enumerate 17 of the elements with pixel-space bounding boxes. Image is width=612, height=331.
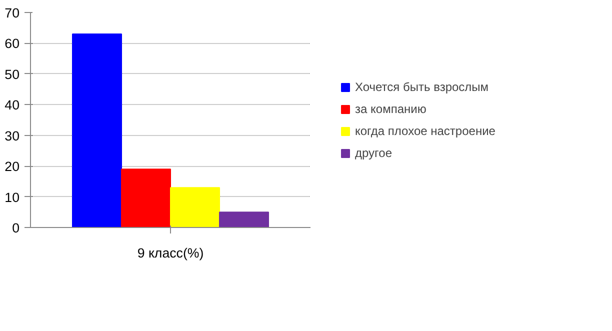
y-tick-label: 20 [4,159,20,174]
legend-label: когда плохое настроение [355,124,496,138]
bar [219,212,269,228]
legend-label: за компанию [355,102,426,116]
bar [170,187,220,228]
y-tick-label: 30 [4,128,20,144]
x-tick-label: 9 класс(%) [137,246,204,260]
legend-label: другое [355,146,392,160]
y-tick-label: 0 [12,220,20,236]
legend-label: Хочется быть взрослым [355,80,489,94]
y-tick-label: 50 [4,66,20,82]
bar [72,34,122,228]
y-tick-label: 40 [4,98,20,113]
y-tick-label: 10 [4,190,20,205]
y-tick-label: 60 [4,36,20,52]
y-tick-label: 70 [4,6,20,20]
bar [121,168,171,228]
